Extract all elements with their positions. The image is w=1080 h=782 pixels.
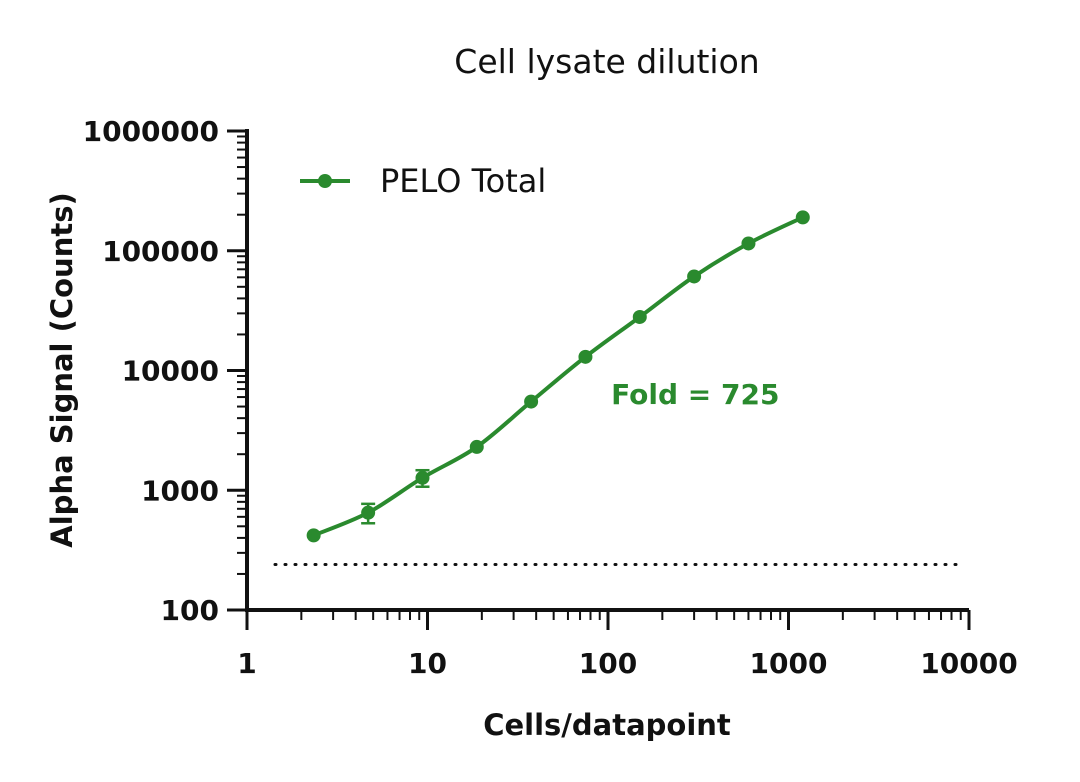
y-axis-label: Alpha Signal (Counts) [45, 192, 79, 547]
data-point [578, 349, 593, 364]
axes: 100 1000 10000 100000 1000000 1 10 100 1000 10000 [83, 115, 1018, 680]
y-tick-label: 10000 [122, 355, 219, 388]
data-point [795, 210, 810, 225]
data-point [415, 470, 430, 485]
x-tick-label: 10 [408, 647, 447, 680]
x-tick-label: 1 [237, 647, 256, 680]
data-point [469, 439, 484, 454]
y-tick-label: 1000000 [83, 115, 219, 148]
legend-label: PELO Total [380, 162, 546, 200]
chart-title: Cell lysate dilution [454, 42, 759, 81]
series-line [312, 215, 804, 538]
y-tick-label: 1000 [141, 474, 219, 507]
y-tick-label: 100 [161, 594, 219, 627]
y-tick-label: 100000 [102, 235, 219, 268]
x-tick-label: 100 [579, 647, 637, 680]
x-tick-label: 1000 [750, 647, 828, 680]
data-point [632, 309, 647, 324]
data-point [741, 236, 756, 251]
x-axis-label: Cells/datapoint [483, 708, 731, 742]
legend-marker [318, 174, 332, 188]
data-point [524, 394, 539, 409]
data-point [687, 269, 702, 284]
fold-annotation: Fold = 725 [611, 378, 779, 411]
plot-area [306, 210, 810, 543]
data-point [306, 528, 321, 543]
legend: PELO Total [300, 162, 546, 200]
data-point [361, 505, 376, 520]
x-tick-label: 10000 [920, 647, 1017, 680]
